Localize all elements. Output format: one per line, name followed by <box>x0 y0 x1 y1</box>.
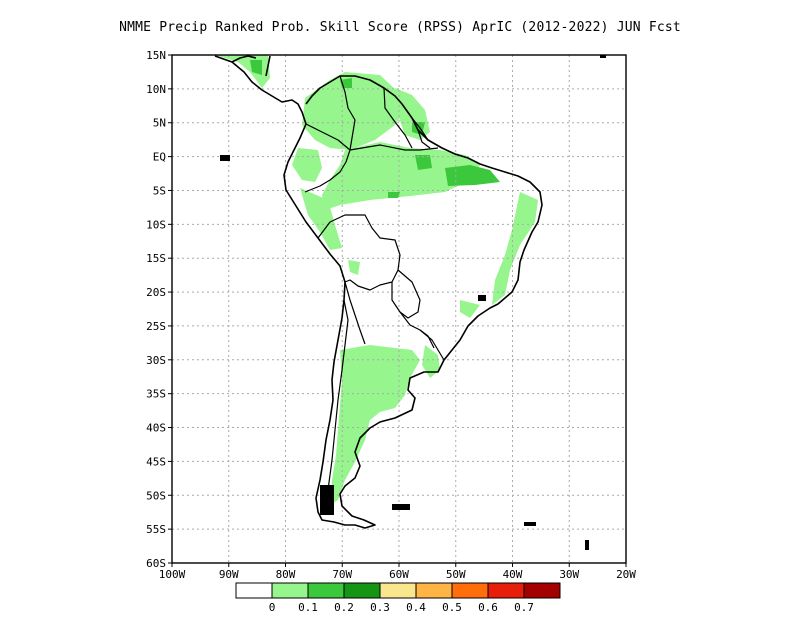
colorbar-label: 0.2 <box>334 601 354 614</box>
lat-tick-label: 30S <box>146 354 166 367</box>
lat-tick-label: 10S <box>146 218 166 231</box>
colorbar-label: 0 <box>269 601 276 614</box>
colorbar-swatch <box>523 582 561 599</box>
lat-tick-label: 60S <box>146 557 166 570</box>
lon-tick-label: 100W <box>159 568 186 581</box>
lat-tick-label: 55S <box>146 523 166 536</box>
colorbar-swatch <box>307 582 345 599</box>
lat-tick-label: 20S <box>146 286 166 299</box>
colorbar-swatch <box>487 582 525 599</box>
map-title: NMME Precip Ranked Prob. Skill Score (RP… <box>119 20 681 35</box>
lat-tick-label: EQ <box>153 151 166 164</box>
colorbar-swatch <box>415 582 453 599</box>
lon-tick-label: 40W <box>503 568 523 581</box>
colorbar-label: 0.1 <box>298 601 318 614</box>
skill-region-green <box>250 60 500 198</box>
longitude-axis: 100W 90W 80W 70W 60W 50W 40W 30W 20W <box>159 563 636 581</box>
lat-tick-label: 15N <box>146 49 166 62</box>
colorbar-swatch <box>343 582 381 599</box>
colorbar-label: 0.7 <box>514 601 534 614</box>
lon-tick-label: 90W <box>219 568 239 581</box>
lon-tick-label: 20W <box>616 568 636 581</box>
lat-tick-label: 5N <box>153 117 166 130</box>
colorbar-label: 0.6 <box>478 601 498 614</box>
lat-tick-label: 25S <box>146 320 166 333</box>
coastline <box>214 55 543 529</box>
colorbar-swatch <box>271 582 309 599</box>
country-borders <box>304 75 445 513</box>
colorbar-swatch <box>379 582 417 599</box>
colorbar-swatch <box>451 582 489 599</box>
lat-tick-label: 50S <box>146 489 166 502</box>
lat-tick-label: 40S <box>146 422 166 435</box>
lon-tick-label: 30W <box>559 568 579 581</box>
lon-tick-label: 50W <box>446 568 466 581</box>
latitude-axis: 15N 10N 5N EQ 5S 10S 15S 20S 25S 30S 35S 40S 45S 50S 5… <box>146 49 172 570</box>
colorbar-label: 0.4 <box>406 601 426 614</box>
colorbar-swatch <box>235 582 273 599</box>
lat-tick-label: 15S <box>146 252 166 265</box>
skill-shading <box>215 55 538 505</box>
lon-tick-label: 70W <box>332 568 352 581</box>
lon-tick-label: 80W <box>276 568 296 581</box>
colorbar: 0 0.1 0.2 0.3 0.4 0.5 0.6 0.7 <box>235 582 561 614</box>
lat-tick-label: 35S <box>146 388 166 401</box>
map-grid <box>172 55 626 563</box>
lat-tick-label: 10N <box>146 83 166 96</box>
lon-tick-label: 60W <box>389 568 409 581</box>
colorbar-label: 0.5 <box>442 601 462 614</box>
lat-tick-label: 5S <box>153 184 166 197</box>
islands <box>220 55 606 550</box>
colorbar-label: 0.3 <box>370 601 390 614</box>
lat-tick-label: 45S <box>146 455 166 468</box>
